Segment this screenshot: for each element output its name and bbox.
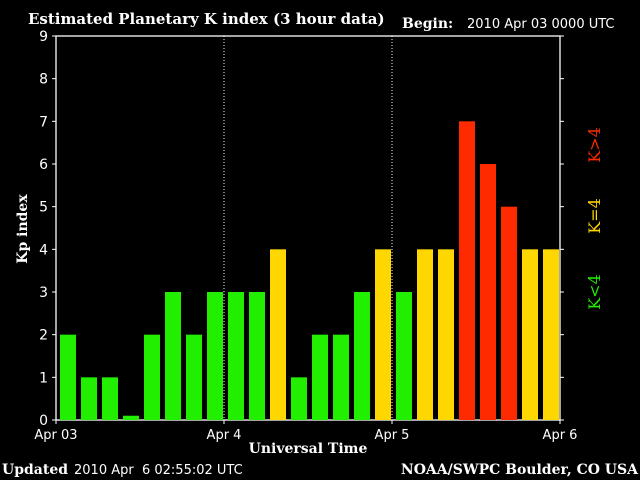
kp-bar bbox=[270, 249, 286, 420]
kp-bar bbox=[459, 121, 475, 420]
begin-value: 2010 Apr 03 0000 UTC bbox=[467, 17, 615, 32]
plot-area-frame bbox=[55, 35, 561, 421]
kp-bar bbox=[480, 164, 496, 420]
y-tick-label: 1 bbox=[39, 370, 48, 386]
legend-low: K<4 bbox=[585, 274, 604, 310]
kp-bar bbox=[144, 334, 160, 420]
y-tick-label: 5 bbox=[39, 200, 48, 216]
source-credit: NOAA/SWPC Boulder, CO USA bbox=[401, 462, 639, 478]
kp-bar bbox=[354, 292, 370, 420]
legend-high: K>4 bbox=[585, 127, 604, 163]
kp-bar bbox=[291, 377, 307, 420]
kp-bar bbox=[165, 292, 181, 420]
y-tick-label: 3 bbox=[39, 285, 48, 301]
kp-bar bbox=[186, 334, 202, 420]
updated-label: Updated bbox=[2, 462, 68, 478]
kp-bar bbox=[333, 334, 349, 420]
kp-bar bbox=[312, 334, 328, 420]
x-axis-label: Universal Time bbox=[249, 441, 368, 457]
kp-bar bbox=[249, 292, 265, 420]
x-tick-label: Apr 5 bbox=[375, 428, 410, 443]
kp-bar bbox=[207, 292, 223, 420]
bars-group bbox=[60, 121, 559, 420]
x-tick-label: Apr 03 bbox=[34, 428, 77, 443]
y-tick-label: 6 bbox=[39, 157, 48, 173]
kp-bar bbox=[543, 249, 559, 420]
legend-mid: K=4 bbox=[585, 198, 604, 234]
kp-bar bbox=[522, 249, 538, 420]
y-tick-label: 9 bbox=[39, 29, 48, 45]
kp-bar bbox=[501, 206, 517, 420]
kp-bar bbox=[396, 292, 412, 420]
updated-value: 2010 Apr 6 02:55:02 UTC bbox=[74, 463, 243, 478]
y-tick-label: 8 bbox=[39, 72, 48, 88]
x-tick-label: Apr 6 bbox=[543, 428, 578, 443]
y-tick-label: 7 bbox=[39, 114, 48, 130]
y-axis-ticks: 0 1 2 3 4 5 6 7 8 9 bbox=[39, 29, 564, 429]
chart-title: Estimated Planetary K index (3 hour data… bbox=[28, 10, 385, 28]
x-tick-label: Apr 4 bbox=[207, 428, 242, 443]
kp-bar bbox=[438, 249, 454, 420]
x-axis-ticks: Apr 03 Apr 4 Apr 5 Apr 6 bbox=[34, 420, 577, 443]
begin-label: Begin: bbox=[402, 16, 453, 32]
y-tick-label: 0 bbox=[39, 413, 48, 429]
y-axis-label: Kp index bbox=[15, 194, 31, 264]
kp-bar bbox=[102, 377, 118, 420]
day-dividers bbox=[223, 36, 393, 420]
kp-bar bbox=[228, 292, 244, 420]
kp-bar bbox=[417, 249, 433, 420]
kp-bar bbox=[60, 334, 76, 420]
kp-bar bbox=[375, 249, 391, 420]
y-tick-label: 4 bbox=[39, 242, 48, 258]
y-tick-label: 2 bbox=[39, 328, 48, 344]
kp-bar bbox=[81, 377, 97, 420]
kp-bar bbox=[123, 415, 139, 420]
